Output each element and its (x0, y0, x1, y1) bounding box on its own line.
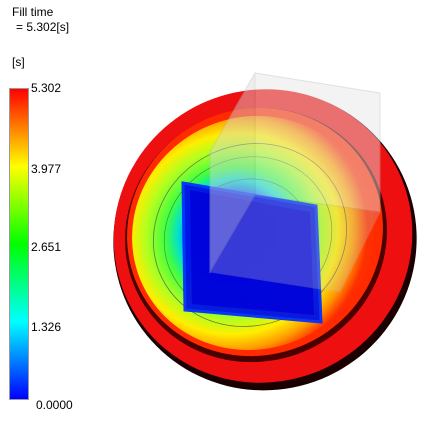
color-legend-bar (9, 88, 29, 400)
legend-tick-50: 2.651 (31, 240, 62, 254)
result-title: Fill time (12, 5, 54, 19)
legend-tick-min: 0.0000 (36, 398, 73, 412)
result-title-block: Fill time = 5.302[s] (12, 5, 69, 35)
legend-tick-25: 1.326 (31, 320, 62, 334)
result-value: = 5.302[s] (16, 20, 70, 34)
legend-tick-75: 3.977 (31, 162, 62, 176)
mesh-bounding-box (209, 71, 381, 293)
fill-time-plot (113, 71, 417, 391)
model-viewport[interactable] (90, 60, 440, 420)
legend-tick-max: 5.302 (31, 81, 62, 95)
legend-unit-label: [s] (12, 55, 25, 69)
